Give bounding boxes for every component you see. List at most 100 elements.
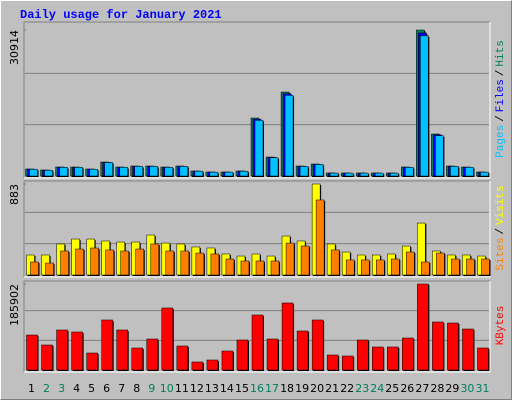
x-tick-label: 21 xyxy=(325,382,339,395)
bar xyxy=(26,334,38,371)
bar xyxy=(480,171,489,177)
bar xyxy=(29,169,38,177)
legend-entry: Visits xyxy=(495,185,507,225)
legend-entry: Pages xyxy=(495,125,507,158)
bar xyxy=(209,171,219,177)
bar xyxy=(45,262,54,276)
bar xyxy=(285,242,295,276)
bar xyxy=(86,352,98,371)
bar xyxy=(105,249,114,276)
bar xyxy=(74,167,83,177)
x-tick-label: 3 xyxy=(58,382,65,395)
plot-bevel xyxy=(24,181,491,278)
bar xyxy=(341,355,354,371)
bar xyxy=(180,250,190,276)
bar xyxy=(176,345,189,371)
x-tick-label: 14 xyxy=(220,382,234,395)
bar xyxy=(314,164,324,177)
bar xyxy=(420,35,429,177)
x-tick-label: 2 xyxy=(43,382,50,395)
x-tick-label: 10 xyxy=(160,382,174,395)
x-tick-label: 15 xyxy=(235,382,249,395)
bar xyxy=(59,167,68,177)
chart-title: Daily usage for January 2021 xyxy=(20,8,222,22)
bar xyxy=(146,338,159,371)
bar xyxy=(329,172,339,177)
legend-entry: Hits xyxy=(495,40,507,66)
bar xyxy=(300,245,310,276)
bar xyxy=(56,329,68,371)
x-tick-label: 4 xyxy=(73,382,80,395)
bar xyxy=(254,120,264,177)
bar xyxy=(270,260,280,276)
bar xyxy=(135,248,144,276)
bar xyxy=(326,354,339,371)
x-tick-label: 19 xyxy=(295,382,309,395)
legend-entry: Sites xyxy=(495,238,507,271)
bar xyxy=(134,166,143,177)
legend-separator: / xyxy=(495,228,507,235)
bar xyxy=(104,162,113,177)
x-tick-label: 28 xyxy=(430,382,444,395)
bar xyxy=(75,248,84,276)
x-tick-label: 1 xyxy=(28,382,35,395)
bar xyxy=(224,171,234,177)
bar xyxy=(465,167,474,177)
x-tick-label: 30 xyxy=(460,382,474,395)
bar xyxy=(344,172,354,177)
bar xyxy=(390,172,399,177)
x-tick-label: 5 xyxy=(88,382,95,395)
x-tick-label: 27 xyxy=(415,382,429,395)
bar xyxy=(255,260,265,276)
bar xyxy=(269,157,279,177)
bar xyxy=(372,346,384,371)
x-tick-label: 26 xyxy=(400,382,414,395)
bar xyxy=(60,250,69,276)
bar xyxy=(330,249,340,276)
bar xyxy=(206,359,219,371)
bar xyxy=(116,329,128,371)
x-tick-label: 11 xyxy=(175,382,189,395)
bar xyxy=(375,172,384,177)
x-tick-label: 24 xyxy=(370,382,384,395)
legend-separator: / xyxy=(495,70,507,77)
bar xyxy=(435,135,444,177)
bar xyxy=(447,322,459,371)
bar xyxy=(477,347,489,371)
bar xyxy=(240,260,250,276)
x-tick-label: 25 xyxy=(385,382,399,395)
bar xyxy=(131,347,143,371)
bar xyxy=(191,361,204,371)
legend: Pages / Files / Hits xyxy=(495,40,507,158)
bar xyxy=(299,166,309,177)
bar xyxy=(387,346,399,371)
bar xyxy=(417,283,429,371)
bar xyxy=(149,166,159,177)
bar xyxy=(225,258,235,276)
bar xyxy=(266,338,279,371)
bar xyxy=(90,247,99,276)
bar xyxy=(462,328,474,371)
bar xyxy=(405,167,414,177)
bar xyxy=(281,302,294,371)
legend-entry: Files xyxy=(495,79,507,112)
bar xyxy=(451,258,460,276)
y-tick-label: 883 xyxy=(8,184,21,205)
bar xyxy=(311,319,324,371)
bar xyxy=(432,321,444,371)
bar xyxy=(296,330,309,371)
x-tick-label: 22 xyxy=(340,382,354,395)
bar xyxy=(194,170,204,177)
bar xyxy=(360,259,370,276)
bar xyxy=(450,166,459,177)
x-tick-label: 16 xyxy=(250,382,264,395)
bar xyxy=(359,172,369,177)
x-tick-label: 23 xyxy=(355,382,369,395)
y-tick-label: 30914 xyxy=(8,30,21,65)
bar xyxy=(210,253,220,276)
x-tick-label: 29 xyxy=(445,382,459,395)
legend: Sites / Visits xyxy=(495,185,507,270)
legend-separator: / xyxy=(495,115,507,122)
